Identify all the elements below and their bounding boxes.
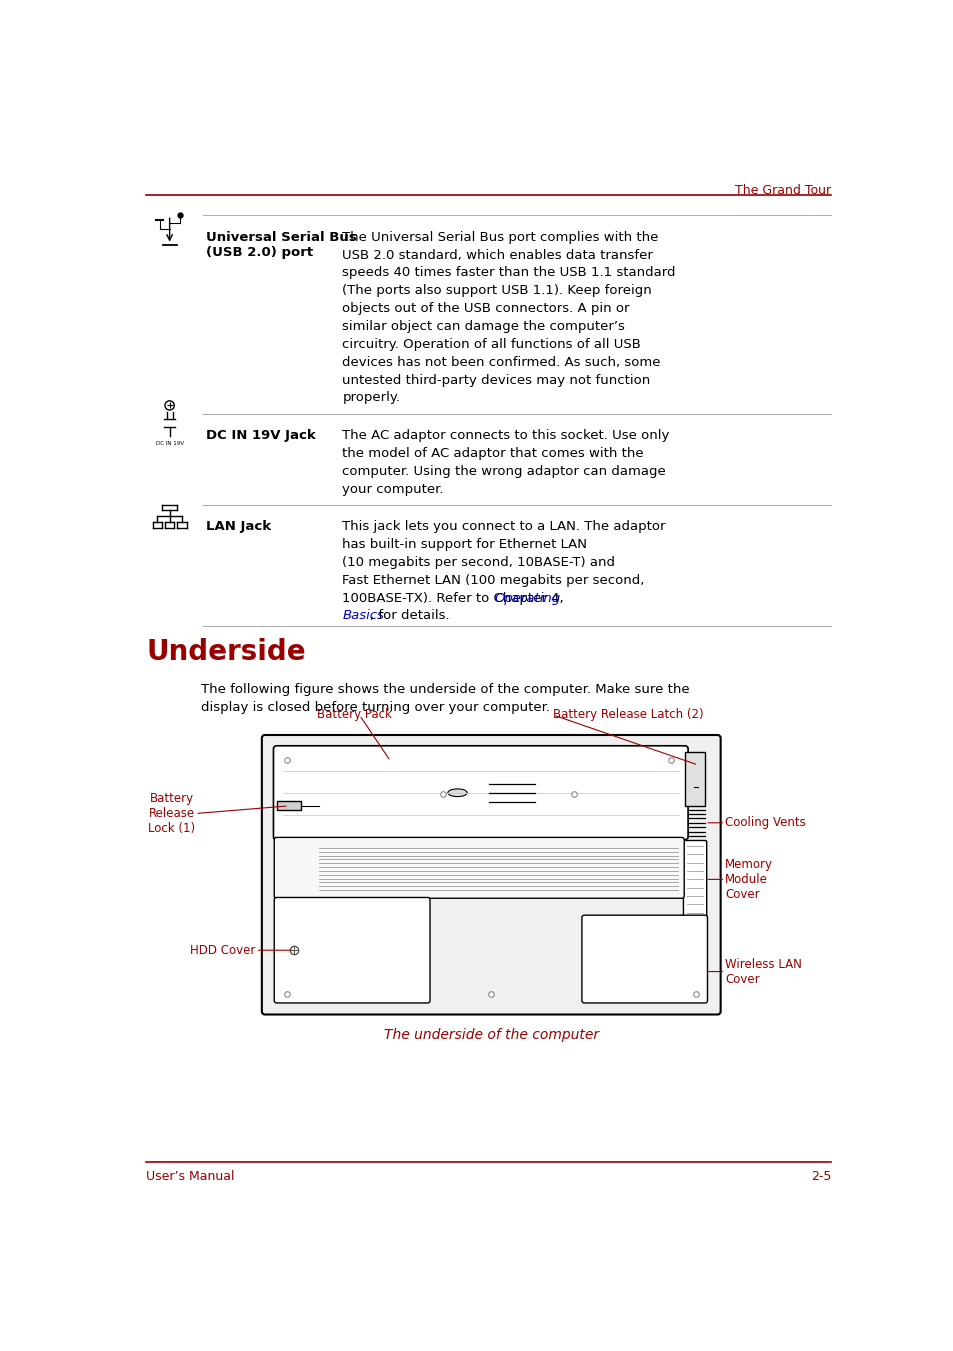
Text: Fast Ethernet LAN (100 megabits per second,: Fast Ethernet LAN (100 megabits per seco… [342, 574, 644, 586]
Text: computer. Using the wrong adaptor can damage: computer. Using the wrong adaptor can da… [342, 465, 665, 478]
FancyBboxPatch shape [261, 735, 720, 1015]
Text: objects out of the USB connectors. A pin or: objects out of the USB connectors. A pin… [342, 303, 629, 315]
Text: the model of AC adaptor that comes with the: the model of AC adaptor that comes with … [342, 447, 643, 461]
Text: User’s Manual: User’s Manual [146, 1170, 234, 1183]
Text: display is closed before turning over your computer.: display is closed before turning over yo… [200, 701, 549, 715]
Text: DC IN 19V Jack: DC IN 19V Jack [206, 430, 315, 442]
Text: properly.: properly. [342, 392, 400, 404]
Text: devices has not been confirmed. As such, some: devices has not been confirmed. As such,… [342, 355, 660, 369]
Text: Basics: Basics [342, 609, 384, 623]
Text: This jack lets you connect to a LAN. The adaptor: This jack lets you connect to a LAN. The… [342, 520, 665, 534]
Text: (The ports also support USB 1.1). Keep foreign: (The ports also support USB 1.1). Keep f… [342, 284, 652, 297]
Text: USB 2.0 standard, which enables data transfer: USB 2.0 standard, which enables data tra… [342, 249, 653, 262]
Text: The following figure shows the underside of the computer. Make sure the: The following figure shows the underside… [200, 682, 688, 696]
Bar [684, 753, 704, 805]
Text: Battery Pack: Battery Pack [316, 708, 392, 721]
Text: LAN Jack: LAN Jack [206, 520, 271, 534]
FancyBboxPatch shape [274, 838, 683, 898]
Text: Battery
Release
Lock (1): Battery Release Lock (1) [148, 792, 195, 835]
Text: 2-5: 2-5 [810, 1170, 831, 1183]
Ellipse shape [447, 789, 467, 797]
Text: Wireless LAN
Cover: Wireless LAN Cover [724, 958, 801, 985]
Text: Universal Serial Bus
(USB 2.0) port: Universal Serial Bus (USB 2.0) port [206, 231, 356, 258]
FancyBboxPatch shape [682, 840, 706, 919]
Text: DC IN 19V: DC IN 19V [155, 440, 183, 446]
FancyBboxPatch shape [581, 915, 707, 1002]
Text: Memory
Module
Cover: Memory Module Cover [724, 858, 773, 901]
Text: HDD Cover: HDD Cover [190, 944, 255, 957]
Text: Battery Release Latch (2): Battery Release Latch (2) [553, 708, 703, 721]
Text: 100BASE-TX). Refer to Chapter 4,: 100BASE-TX). Refer to Chapter 4, [342, 592, 568, 605]
Text: The underside of the computer: The underside of the computer [383, 1028, 598, 1043]
Text: has built-in support for Ethernet LAN: has built-in support for Ethernet LAN [342, 538, 587, 551]
Text: Operating: Operating [494, 592, 560, 605]
Text: The Universal Serial Bus port complies with the: The Universal Serial Bus port complies w… [342, 231, 659, 243]
Text: , for details.: , for details. [370, 609, 449, 623]
Text: The AC adaptor connects to this socket. Use only: The AC adaptor connects to this socket. … [342, 430, 669, 442]
Text: circuitry. Operation of all functions of all USB: circuitry. Operation of all functions of… [342, 338, 640, 351]
Text: similar object can damage the computer’s: similar object can damage the computer’s [342, 320, 624, 332]
Bar [276, 801, 301, 811]
Text: (10 megabits per second, 10BASE-T) and: (10 megabits per second, 10BASE-T) and [342, 555, 615, 569]
Text: Underside: Underside [146, 638, 306, 666]
Text: The Grand Tour: The Grand Tour [735, 185, 831, 197]
FancyBboxPatch shape [274, 746, 687, 840]
Text: speeds 40 times faster than the USB 1.1 standard: speeds 40 times faster than the USB 1.1 … [342, 266, 676, 280]
Text: your computer.: your computer. [342, 482, 443, 496]
Text: untested third-party devices may not function: untested third-party devices may not fun… [342, 374, 650, 386]
Text: Cooling Vents: Cooling Vents [724, 816, 805, 830]
FancyBboxPatch shape [274, 897, 430, 1002]
